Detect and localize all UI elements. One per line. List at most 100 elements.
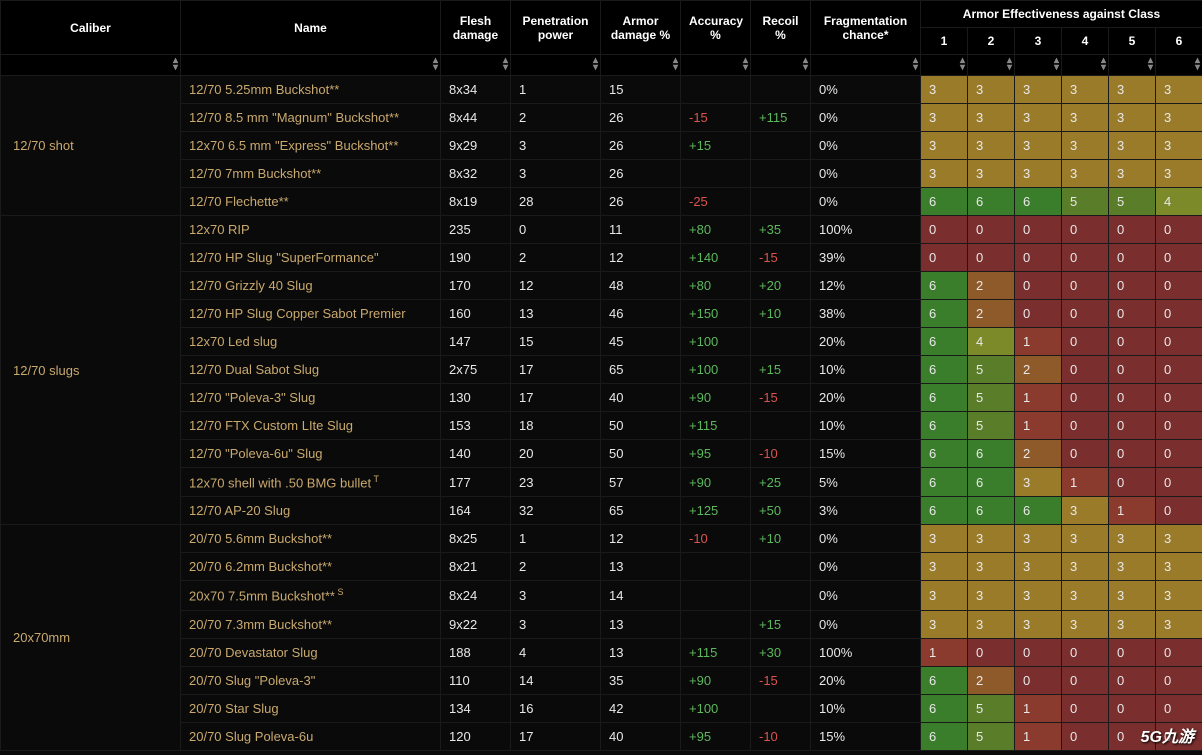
caliber-cell[interactable]: 12/70 slugs bbox=[1, 216, 181, 525]
ammo-name[interactable]: 12/70 Flechette** bbox=[181, 188, 441, 216]
armor-class-2: 3 bbox=[968, 581, 1015, 610]
ammo-name[interactable]: 20/70 7.3mm Buckshot** bbox=[181, 610, 441, 638]
armor-class-2: 2 bbox=[968, 272, 1015, 300]
armor-class-6: 3 bbox=[1156, 553, 1202, 581]
armor-class-3: 1 bbox=[1015, 412, 1062, 440]
ammo-name[interactable]: 20/70 Slug Poleva-6u bbox=[181, 722, 441, 750]
recoil bbox=[751, 188, 811, 216]
flesh-damage: 153 bbox=[441, 412, 511, 440]
ammo-name[interactable]: 12/70 FTX Custom LIte Slug bbox=[181, 412, 441, 440]
ammo-name[interactable]: 12/70 "Poleva-6u" Slug bbox=[181, 440, 441, 468]
armor-class-1: 3 bbox=[921, 160, 968, 188]
armor-class-6: 0 bbox=[1156, 468, 1202, 497]
flesh-damage: 190 bbox=[441, 244, 511, 272]
armor-class-2: 5 bbox=[968, 722, 1015, 750]
ammo-name[interactable]: 12/70 8.5 mm "Magnum" Buckshot** bbox=[181, 104, 441, 132]
sort-handle-13[interactable] bbox=[1156, 55, 1202, 76]
flesh-damage: 9x29 bbox=[441, 132, 511, 160]
ammo-name[interactable]: 12/70 Grizzly 40 Slug bbox=[181, 272, 441, 300]
armor-class-5: 0 bbox=[1109, 694, 1156, 722]
armor-class-3: 0 bbox=[1015, 666, 1062, 694]
sort-handle-10[interactable] bbox=[1015, 55, 1062, 76]
sort-handle-5[interactable] bbox=[681, 55, 751, 76]
armor-class-6: 0 bbox=[1156, 384, 1202, 412]
accuracy: +150 bbox=[681, 300, 751, 328]
table-row: 12/70 Flechette**8x192826-250%666554 bbox=[1, 188, 1202, 216]
col-class-4[interactable]: 4 bbox=[1062, 28, 1109, 55]
flesh-damage: 2x75 bbox=[441, 356, 511, 384]
sort-handle-8[interactable] bbox=[921, 55, 968, 76]
armor-class-2: 3 bbox=[968, 104, 1015, 132]
col-class-1[interactable]: 1 bbox=[921, 28, 968, 55]
sort-handle-7[interactable] bbox=[811, 55, 921, 76]
sort-handle-1[interactable] bbox=[181, 55, 441, 76]
armor-class-5: 0 bbox=[1109, 272, 1156, 300]
ammo-name[interactable]: 12x70 6.5 mm "Express" Buckshot** bbox=[181, 132, 441, 160]
armor-class-5: 1 bbox=[1109, 497, 1156, 525]
table-row: 12/70 AP-20 Slug1643265+125+503%666310 bbox=[1, 497, 1202, 525]
sort-handle-12[interactable] bbox=[1109, 55, 1156, 76]
ammo-name[interactable]: 12x70 RIP bbox=[181, 216, 441, 244]
fragmentation: 39% bbox=[811, 244, 921, 272]
col-name[interactable]: Name bbox=[181, 1, 441, 55]
flesh-damage: 8x24 bbox=[441, 581, 511, 610]
sort-handle-11[interactable] bbox=[1062, 55, 1109, 76]
col-accuracy[interactable]: Accuracy % bbox=[681, 1, 751, 55]
table-row: 12/70 slugs12x70 RIP235011+80+35100%0000… bbox=[1, 216, 1202, 244]
ammo-name[interactable]: 12/70 Dual Sabot Slug bbox=[181, 356, 441, 384]
col-caliber[interactable]: Caliber bbox=[1, 1, 181, 55]
col-class-3[interactable]: 3 bbox=[1015, 28, 1062, 55]
armor-class-6: 0 bbox=[1156, 328, 1202, 356]
sort-handle-2[interactable] bbox=[441, 55, 511, 76]
ammo-name[interactable]: 12x70 Led slug bbox=[181, 328, 441, 356]
penetration: 28 bbox=[511, 188, 601, 216]
armor-damage: 50 bbox=[601, 440, 681, 468]
col-class-6[interactable]: 6 bbox=[1156, 28, 1202, 55]
ammo-name[interactable]: 20/70 Slug "Poleva-3" bbox=[181, 666, 441, 694]
ammo-name[interactable]: 12/70 5.25mm Buckshot** bbox=[181, 76, 441, 104]
ammo-name[interactable]: 20/70 Devastator Slug bbox=[181, 638, 441, 666]
ammo-name[interactable]: 12x70 shell with .50 BMG bullet T bbox=[181, 468, 441, 497]
fragmentation: 15% bbox=[811, 440, 921, 468]
table-row: 12/70 Grizzly 40 Slug1701248+80+2012%620… bbox=[1, 272, 1202, 300]
col-armor[interactable]: Armor damage % bbox=[601, 1, 681, 55]
caliber-cell[interactable]: 20x70mm bbox=[1, 525, 181, 750]
penetration: 3 bbox=[511, 160, 601, 188]
ammo-name[interactable]: 20/70 5.6mm Buckshot** bbox=[181, 525, 441, 553]
sort-handle-6[interactable] bbox=[751, 55, 811, 76]
ammo-name[interactable]: 12/70 7mm Buckshot** bbox=[181, 160, 441, 188]
flesh-damage: 110 bbox=[441, 666, 511, 694]
col-pen[interactable]: Penetration power bbox=[511, 1, 601, 55]
ammo-name[interactable]: 12/70 HP Slug "SuperFormance" bbox=[181, 244, 441, 272]
ammo-name[interactable]: 12/70 HP Slug Copper Sabot Premier bbox=[181, 300, 441, 328]
col-recoil[interactable]: Recoil % bbox=[751, 1, 811, 55]
armor-damage: 26 bbox=[601, 104, 681, 132]
ammo-name[interactable]: 20/70 Star Slug bbox=[181, 694, 441, 722]
flesh-damage: 8x19 bbox=[441, 188, 511, 216]
sort-handle-3[interactable] bbox=[511, 55, 601, 76]
table-row: 20x70 7.5mm Buckshot** S8x243140%333333 bbox=[1, 581, 1202, 610]
armor-class-5: 3 bbox=[1109, 132, 1156, 160]
col-frag[interactable]: Fragmentation chance* bbox=[811, 1, 921, 55]
sort-handle-9[interactable] bbox=[968, 55, 1015, 76]
sort-icon bbox=[1007, 57, 1012, 71]
armor-class-4: 3 bbox=[1062, 104, 1109, 132]
armor-class-6: 0 bbox=[1156, 666, 1202, 694]
caliber-cell[interactable]: 12/70 shot bbox=[1, 76, 181, 216]
sort-handle-0[interactable] bbox=[1, 55, 181, 76]
col-class-2[interactable]: 2 bbox=[968, 28, 1015, 55]
ammo-name[interactable]: 12/70 "Poleva-3" Slug bbox=[181, 384, 441, 412]
col-flesh[interactable]: Flesh damage bbox=[441, 1, 511, 55]
ammo-name[interactable]: 20x70 7.5mm Buckshot** S bbox=[181, 581, 441, 610]
ammo-name[interactable]: 12/70 AP-20 Slug bbox=[181, 497, 441, 525]
col-class-5[interactable]: 5 bbox=[1109, 28, 1156, 55]
fragmentation: 15% bbox=[811, 722, 921, 750]
armor-class-4: 3 bbox=[1062, 525, 1109, 553]
fragmentation: 20% bbox=[811, 384, 921, 412]
armor-class-2: 3 bbox=[968, 160, 1015, 188]
armor-class-3: 0 bbox=[1015, 272, 1062, 300]
ammo-name[interactable]: 20/70 6.2mm Buckshot** bbox=[181, 553, 441, 581]
sort-handle-4[interactable] bbox=[601, 55, 681, 76]
armor-class-3: 1 bbox=[1015, 694, 1062, 722]
recoil: +35 bbox=[751, 216, 811, 244]
